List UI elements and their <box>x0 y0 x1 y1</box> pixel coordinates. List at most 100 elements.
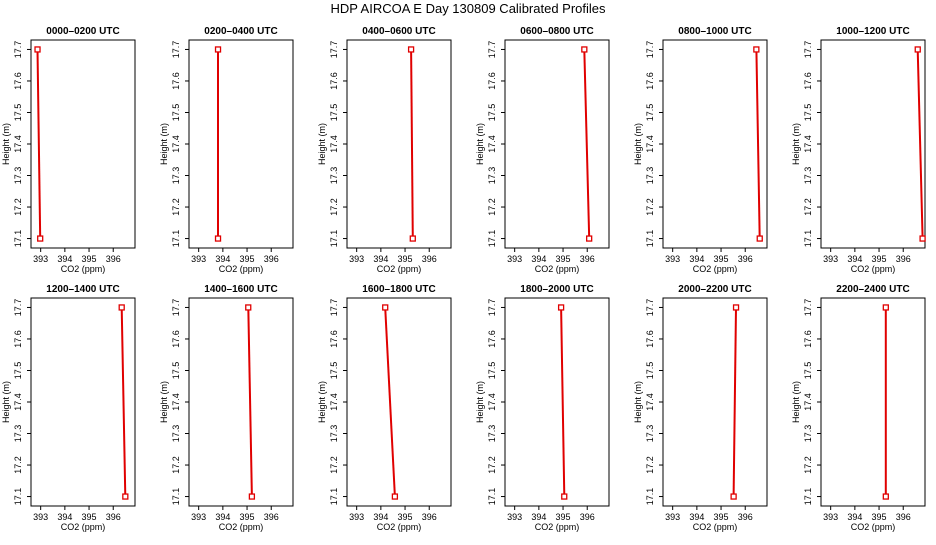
y-tick-label: 17.7 <box>171 41 181 59</box>
y-tick-label: 17.6 <box>645 330 655 348</box>
y-tick-label: 17.1 <box>329 488 339 506</box>
y-axis-label: Height (m) <box>475 381 485 423</box>
y-tick-label: 17.5 <box>803 104 813 122</box>
y-tick-label: 17.6 <box>329 72 339 90</box>
x-tick-label: 395 <box>556 254 571 264</box>
plot-frame <box>820 297 926 507</box>
x-tick-label: 395 <box>872 254 887 264</box>
y-tick-label: 17.6 <box>487 330 497 348</box>
x-tick-label: 394 <box>847 512 862 522</box>
y-tick-label: 17.2 <box>803 456 813 474</box>
data-point <box>122 493 129 500</box>
x-axis-label: CO2 (ppm) <box>219 522 264 532</box>
x-tick-label: 396 <box>106 254 121 264</box>
y-tick-label: 17.2 <box>487 456 497 474</box>
y-axis-label: Height (m) <box>633 123 643 165</box>
profile-line <box>560 307 566 497</box>
x-tick-label: 394 <box>215 254 230 264</box>
x-tick-label: 393 <box>33 512 48 522</box>
y-tick-label: 17.1 <box>487 230 497 248</box>
x-tick-label: 396 <box>580 254 595 264</box>
y-tick-label: 17.4 <box>171 135 181 153</box>
data-point <box>407 46 415 53</box>
profile-line <box>410 49 414 239</box>
x-tick-label: 395 <box>398 254 413 264</box>
x-tick-label: 394 <box>373 254 388 264</box>
profile-line <box>916 49 924 239</box>
data-point <box>586 235 593 242</box>
data-point <box>730 493 737 500</box>
data-point <box>882 493 889 500</box>
y-tick-label: 17.2 <box>171 456 181 474</box>
x-axis-label: CO2 (ppm) <box>377 522 422 532</box>
x-tick-label: 393 <box>507 254 522 264</box>
y-tick-label: 17.7 <box>645 41 655 59</box>
y-tick-label: 17.3 <box>329 167 339 185</box>
y-tick-label: 17.2 <box>171 198 181 216</box>
y-tick-label: 17.6 <box>13 330 23 348</box>
x-tick-label: 395 <box>82 512 97 522</box>
y-tick-label: 17.2 <box>329 198 339 216</box>
y-tick-label: 17.5 <box>13 104 23 122</box>
panel-title: 0600–0800 UTC <box>520 26 593 37</box>
plot-frame <box>188 297 294 507</box>
x-axis-label: CO2 (ppm) <box>535 522 580 532</box>
y-tick-label: 17.3 <box>487 167 497 185</box>
y-tick-label: 17.2 <box>13 456 23 474</box>
panel-title: 0200–0400 UTC <box>204 26 277 37</box>
y-tick-label: 17.6 <box>171 72 181 90</box>
x-tick-label: 396 <box>896 512 911 522</box>
panel-title: 0000–0200 UTC <box>46 26 119 37</box>
panel-title: 2000–2200 UTC <box>678 284 751 295</box>
x-tick-label: 396 <box>422 254 437 264</box>
y-tick-label: 17.2 <box>645 456 655 474</box>
y-axis-label: Height (m) <box>317 381 327 423</box>
x-tick-label: 395 <box>240 512 255 522</box>
y-tick-label: 17.5 <box>171 362 181 380</box>
x-tick-label: 393 <box>349 512 364 522</box>
data-point <box>248 493 256 500</box>
y-tick-label: 17.5 <box>487 362 497 380</box>
x-tick-label: 395 <box>556 512 571 522</box>
y-tick-label: 17.5 <box>803 362 813 380</box>
plot-frame <box>30 297 136 507</box>
y-tick-label: 17.3 <box>329 425 339 443</box>
data-point <box>914 46 921 53</box>
y-axis-label: Height (m) <box>1 123 11 165</box>
x-tick-label: 393 <box>823 512 838 522</box>
y-tick-label: 17.3 <box>171 425 181 443</box>
y-tick-label: 17.5 <box>13 362 23 380</box>
x-tick-label: 395 <box>714 512 729 522</box>
plot-frame <box>504 39 610 249</box>
y-axis-label: Height (m) <box>1 381 11 423</box>
figure-title: HDP AIRCOA E Day 130809 Calibrated Profi… <box>330 1 606 16</box>
y-tick-label: 17.1 <box>13 230 23 248</box>
y-tick-label: 17.3 <box>487 425 497 443</box>
panel-title: 1200–1400 UTC <box>46 284 119 295</box>
y-tick-label: 17.3 <box>803 167 813 185</box>
x-tick-label: 395 <box>398 512 413 522</box>
x-tick-label: 396 <box>738 254 753 264</box>
plot-frame <box>662 297 768 507</box>
x-tick-label: 394 <box>531 512 546 522</box>
data-point <box>34 46 41 53</box>
x-tick-label: 393 <box>665 512 680 522</box>
y-tick-label: 17.2 <box>645 198 655 216</box>
y-axis-label: Height (m) <box>317 123 327 165</box>
x-tick-label: 395 <box>82 254 97 264</box>
panel-title: 1400–1600 UTC <box>204 284 277 295</box>
panel-title: 0400–0600 UTC <box>362 26 435 37</box>
data-point <box>756 235 763 242</box>
y-tick-label: 17.7 <box>803 41 813 59</box>
x-tick-label: 396 <box>580 512 595 522</box>
y-tick-label: 17.4 <box>803 135 813 153</box>
x-tick-label: 393 <box>823 254 838 264</box>
y-tick-label: 17.7 <box>171 299 181 317</box>
plot-frame <box>346 39 452 249</box>
x-tick-label: 394 <box>373 512 388 522</box>
x-tick-label: 394 <box>57 512 72 522</box>
x-tick-label: 396 <box>738 512 753 522</box>
